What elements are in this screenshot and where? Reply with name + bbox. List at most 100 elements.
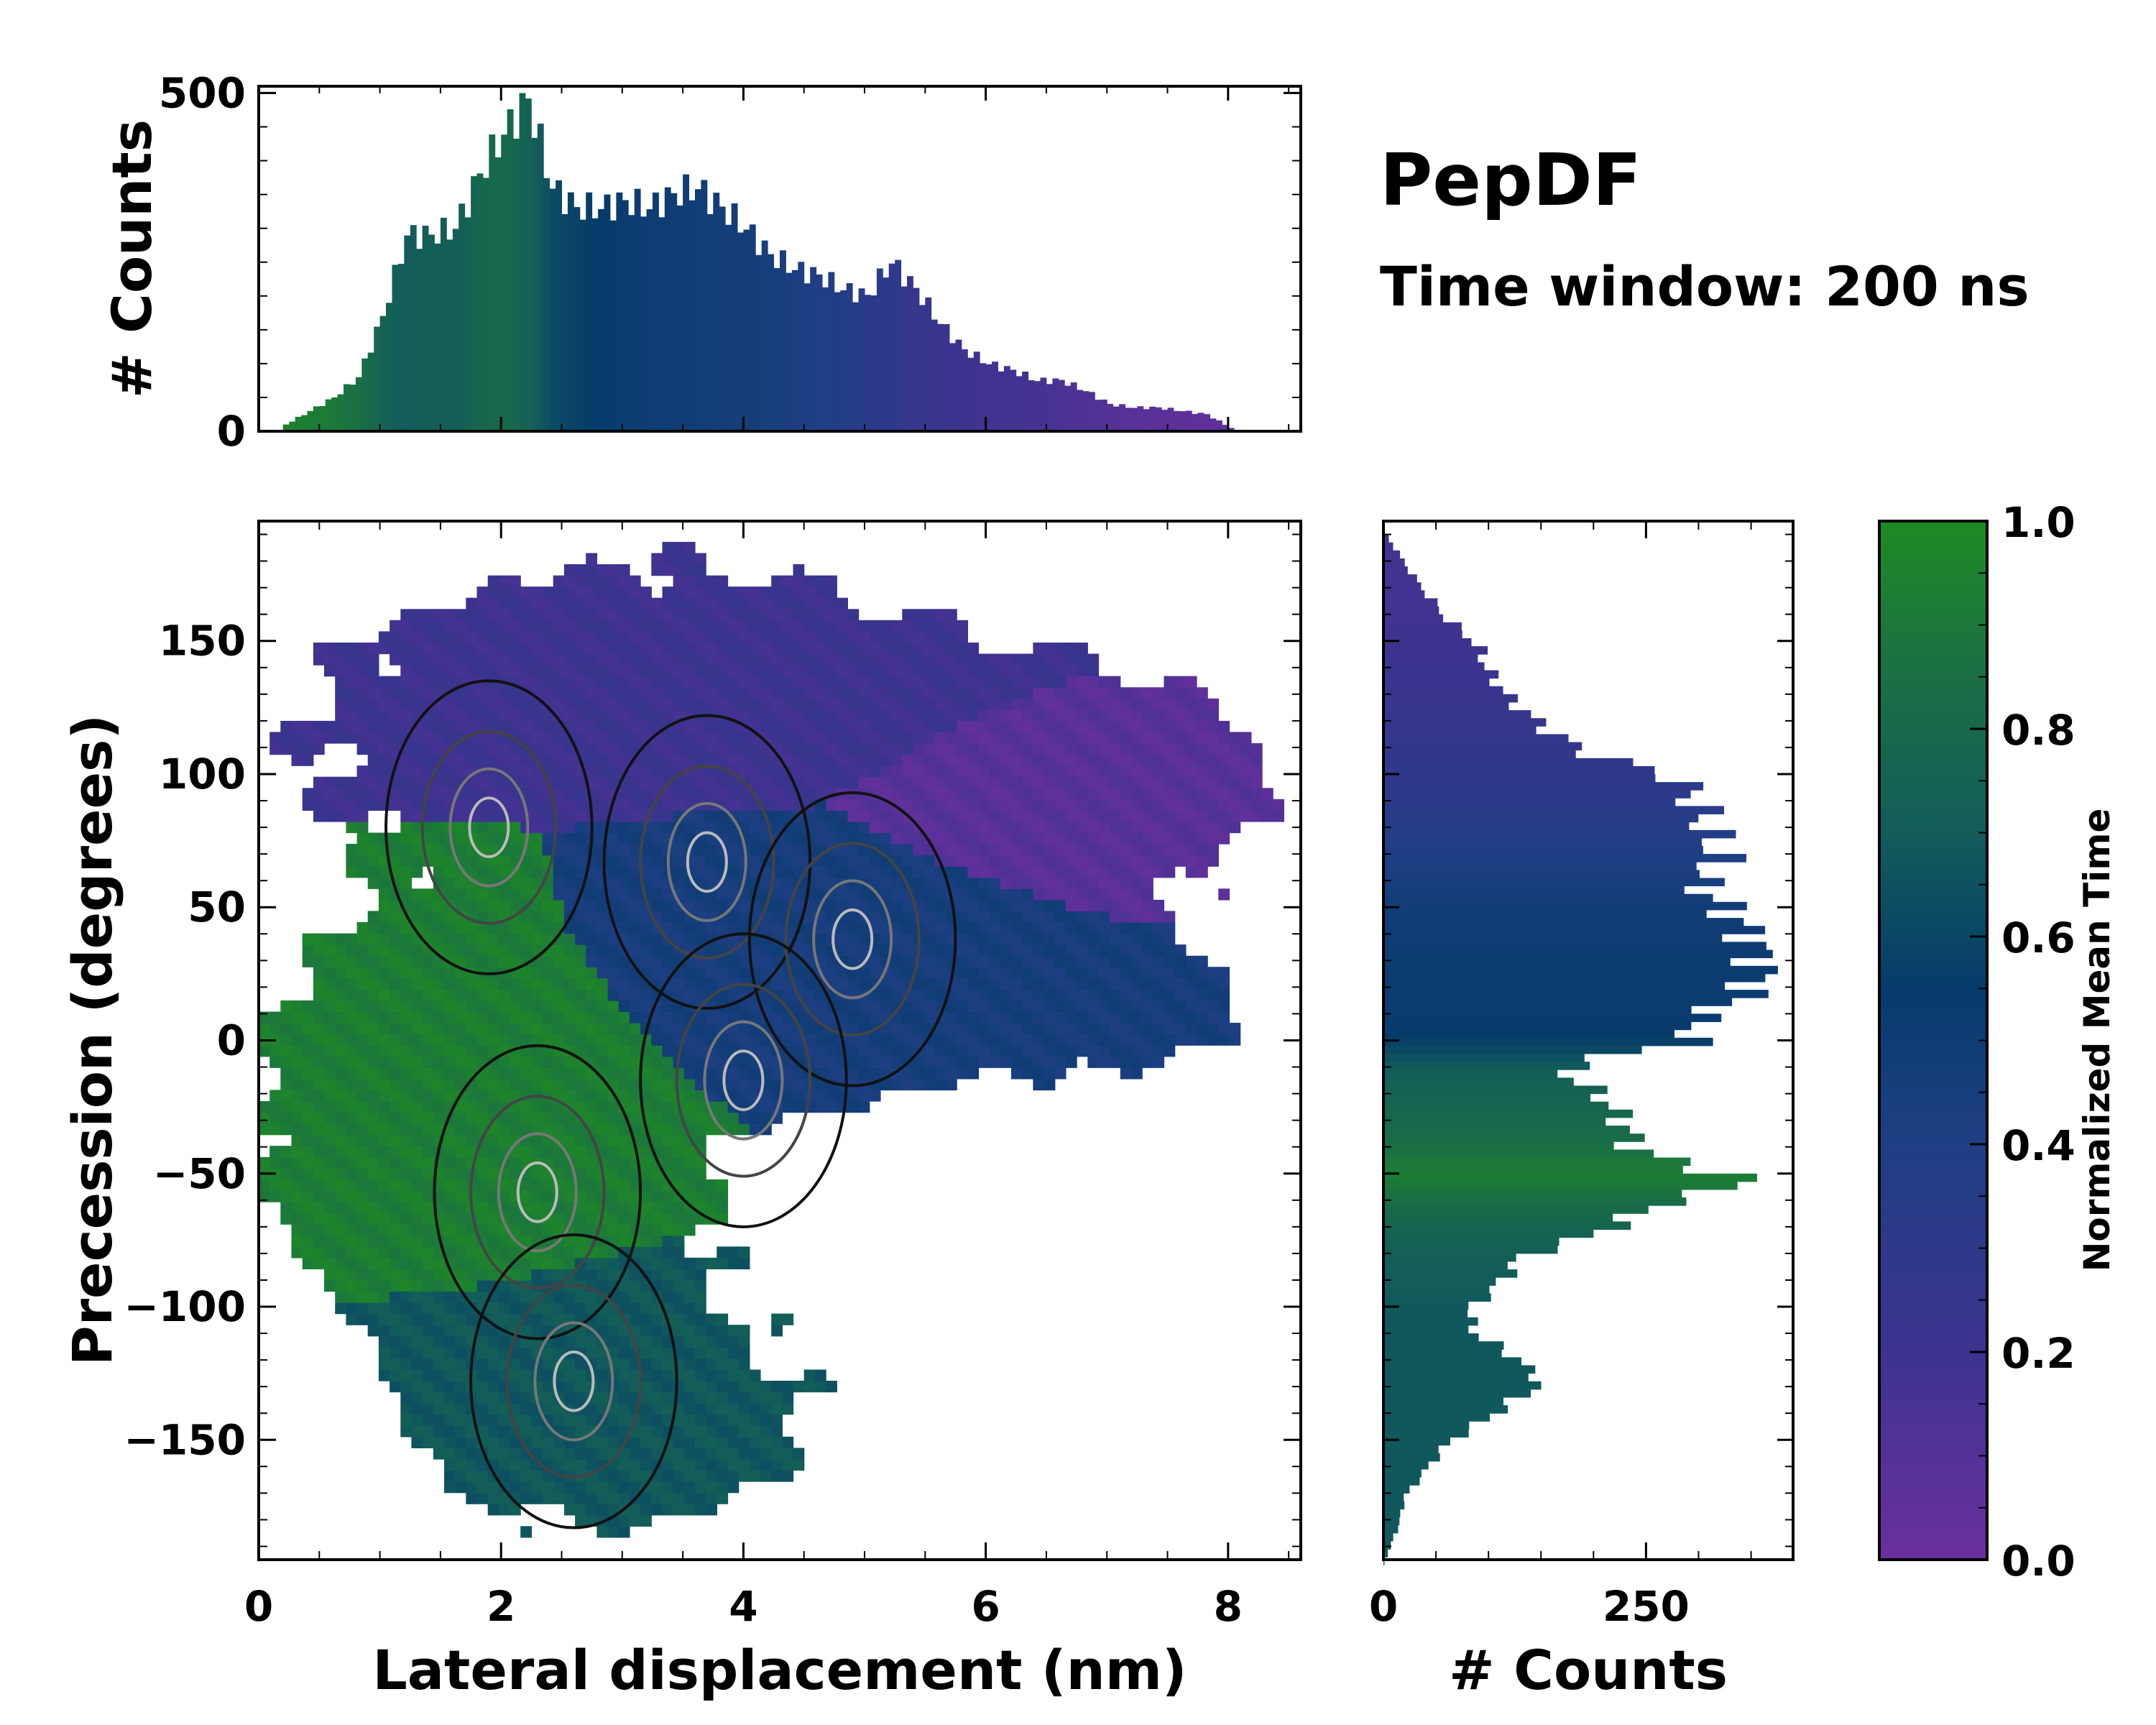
- heatmap-cell: [510, 810, 521, 822]
- heatmap-cell: [738, 676, 750, 688]
- heatmap-cell: [967, 955, 980, 967]
- heatmap-cell: [346, 1090, 358, 1102]
- heatmap-cell: [542, 1067, 554, 1080]
- heatmap-cell: [683, 1448, 696, 1460]
- heatmap-cell: [640, 1414, 652, 1426]
- heatmap-cell: [520, 586, 532, 599]
- heatmap-cell: [367, 1045, 379, 1057]
- heatmap-cell: [1120, 754, 1132, 766]
- heatmap-cell: [466, 888, 478, 901]
- heatmap-cell: [749, 1011, 761, 1024]
- heatmap-cell: [946, 698, 957, 710]
- heatmap-cell: [695, 967, 706, 979]
- heatmap-cell: [629, 944, 641, 957]
- heatmap-cell: [1054, 866, 1067, 878]
- heatmap-cell: [934, 665, 946, 677]
- heatmap-cell: [542, 698, 554, 710]
- heatmap-cell: [749, 709, 761, 722]
- heatmap-cell: [618, 799, 630, 811]
- top-histogram-bar: [1052, 378, 1059, 431]
- heatmap-cell: [771, 1000, 783, 1013]
- heatmap-cell: [651, 810, 663, 822]
- heatmap-cell: [717, 1023, 729, 1035]
- heatmap-cell: [662, 743, 674, 755]
- heatmap-cell: [498, 776, 510, 788]
- heatmap-cell: [683, 1403, 696, 1415]
- heatmap-cell: [510, 743, 521, 755]
- heatmap-cell: [335, 687, 346, 699]
- heatmap-cell: [335, 732, 346, 744]
- heatmap-cell: [476, 989, 489, 1001]
- heatmap-cell: [673, 989, 685, 1001]
- heatmap-cell: [934, 620, 946, 632]
- heatmap-cell: [455, 1011, 466, 1024]
- heatmap-cell: [1109, 765, 1121, 778]
- top-histogram-bar: [1149, 406, 1156, 431]
- heatmap-cell: [1054, 877, 1067, 889]
- heatmap-cell: [346, 1269, 358, 1281]
- heatmap-cell: [1044, 765, 1056, 778]
- heatmap-cell: [1033, 888, 1045, 901]
- heatmap-cell: [422, 1112, 434, 1124]
- heatmap-cell: [356, 776, 369, 788]
- heatmap-cell: [858, 776, 870, 788]
- heatmap-cell: [607, 609, 619, 621]
- heatmap-cell: [476, 911, 489, 923]
- heatmap-cell: [346, 1235, 358, 1247]
- heatmap-cell: [302, 743, 314, 755]
- heatmap-cell: [586, 1011, 597, 1024]
- heatmap-cell: [706, 821, 717, 834]
- heatmap-cell: [782, 1470, 794, 1482]
- heatmap-cell: [673, 1179, 685, 1192]
- heatmap-cell: [356, 1011, 369, 1024]
- heatmap-cell: [390, 1146, 401, 1158]
- heatmap-cell: [913, 665, 925, 677]
- heatmap-cell: [422, 1436, 434, 1448]
- heatmap-cell: [738, 821, 750, 834]
- heatmap-cell: [1000, 676, 1012, 688]
- heatmap-cell: [444, 911, 456, 923]
- heatmap-cell: [575, 866, 586, 878]
- heatmap-cell: [400, 609, 413, 621]
- heatmap-cell: [618, 1291, 630, 1303]
- heatmap-cell: [390, 653, 401, 666]
- heatmap-cell: [1087, 653, 1100, 666]
- heatmap-cell: [400, 720, 413, 733]
- heatmap-cell: [510, 687, 521, 699]
- heatmap-cell: [367, 1067, 379, 1080]
- heatmap-cell: [433, 1090, 445, 1102]
- heatmap-cell: [466, 1302, 478, 1315]
- heatmap-cell: [706, 1313, 717, 1325]
- heatmap-cell: [607, 1504, 619, 1516]
- heatmap-cell: [826, 810, 837, 822]
- top-histogram-bar: [349, 385, 356, 431]
- heatmap-cell: [1098, 888, 1110, 901]
- heatmap-cell: [487, 1347, 499, 1359]
- heatmap-cell: [618, 810, 630, 822]
- heatmap-cell: [607, 933, 619, 945]
- heatmap-cell: [1044, 788, 1056, 800]
- heatmap-cell: [989, 653, 1001, 666]
- heatmap-cell: [651, 1179, 663, 1192]
- heatmap-cell: [313, 1067, 325, 1080]
- heatmap-cell: [738, 1023, 750, 1035]
- heatmap-cell: [596, 1123, 609, 1136]
- heatmap-cell: [324, 788, 336, 800]
- heatmap-cell: [553, 978, 565, 990]
- heatmap-cell: [313, 1112, 325, 1124]
- heatmap-cell: [1033, 810, 1045, 822]
- heatmap-cell: [1044, 1078, 1056, 1091]
- heatmap-cell: [814, 877, 826, 889]
- heatmap-cell: [957, 933, 968, 945]
- heatmap-cell: [967, 665, 980, 677]
- heatmap-cell: [934, 743, 946, 755]
- heatmap-cell: [934, 888, 946, 901]
- top-histogram-bar: [579, 219, 586, 431]
- heatmap-cell: [706, 1425, 717, 1438]
- heatmap-cell: [869, 1090, 881, 1102]
- heatmap-cell: [618, 1325, 630, 1337]
- heatmap-cell: [683, 1492, 696, 1504]
- heatmap-cell: [553, 631, 565, 643]
- heatmap-cell: [683, 1146, 696, 1158]
- heatmap-cell: [1054, 754, 1067, 766]
